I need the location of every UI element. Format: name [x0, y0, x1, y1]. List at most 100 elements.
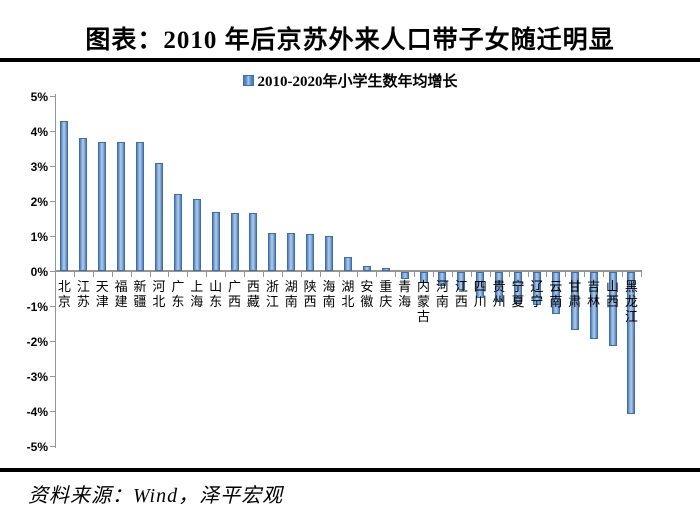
- bar: [400, 272, 409, 279]
- x-axis-tick: [111, 272, 113, 277]
- y-axis-tick: [50, 96, 55, 97]
- chart-title: 图表：2010 年后京苏外来人口带子女随迁明显: [85, 27, 615, 54]
- x-axis-label: 海 南: [322, 279, 336, 309]
- y-axis-tick: [50, 236, 55, 237]
- x-axis-tick: [489, 272, 491, 277]
- x-axis-tick: [603, 272, 605, 277]
- bar: [154, 162, 163, 271]
- title-divider-rule: [0, 58, 700, 62]
- x-axis-tick: [338, 272, 340, 277]
- bar: [362, 265, 371, 271]
- x-axis-label: 辽 宁: [530, 279, 544, 309]
- x-axis-tick: [376, 272, 378, 277]
- x-axis-label: 山 东: [209, 279, 223, 309]
- x-axis-label: 山 西: [606, 279, 620, 309]
- y-axis-tick: [50, 376, 55, 377]
- bar: [532, 272, 541, 306]
- bar: [60, 120, 69, 271]
- x-axis-label: 湖 北: [341, 279, 355, 309]
- x-axis-tick: [451, 272, 453, 277]
- x-axis-tick: [300, 272, 302, 277]
- y-axis-tick: [50, 446, 55, 447]
- y-axis-tick: [50, 271, 55, 272]
- x-axis-label: 四 川: [473, 279, 487, 309]
- x-axis-tick: [508, 272, 510, 277]
- x-axis-tick: [414, 272, 416, 277]
- y-axis-tick: [50, 411, 55, 412]
- bar: [343, 257, 352, 271]
- bar: [268, 232, 277, 271]
- x-axis-label: 广 东: [171, 279, 185, 309]
- x-axis-tick: [640, 272, 642, 277]
- x-axis-tick: [73, 272, 75, 277]
- y-axis-label: 5%: [30, 90, 48, 104]
- x-axis-label: 青 海: [398, 279, 412, 309]
- x-axis-label: 云 南: [549, 279, 563, 309]
- bar: [438, 272, 447, 286]
- y-axis-tick: [50, 131, 55, 132]
- x-axis-label: 河 北: [152, 279, 166, 309]
- y-axis-tick: [50, 201, 55, 202]
- bar: [173, 194, 182, 271]
- y-axis-label: -4%: [26, 405, 48, 419]
- x-axis-tick: [187, 272, 189, 277]
- x-axis-label: 广 西: [228, 279, 242, 309]
- x-axis-tick: [281, 272, 283, 277]
- x-axis-tick: [55, 272, 56, 277]
- legend: 2010-2020年小学生数年均增长: [0, 70, 700, 91]
- x-axis-tick: [92, 272, 94, 277]
- bar: [570, 272, 579, 330]
- bar: [287, 232, 296, 271]
- x-axis-tick: [527, 272, 529, 277]
- x-axis-label: 甘 肃: [568, 279, 582, 309]
- bar: [419, 272, 428, 283]
- x-axis-label: 江 西: [454, 279, 468, 309]
- bar: [230, 213, 239, 271]
- y-axis-label: 0%: [30, 265, 48, 279]
- x-axis-tick: [357, 272, 359, 277]
- x-axis-label: 重 庆: [379, 279, 393, 309]
- bar: [608, 272, 617, 346]
- x-axis-tick: [319, 272, 321, 277]
- x-axis-tick: [244, 272, 245, 277]
- x-axis-tick: [168, 272, 170, 277]
- bar: [551, 272, 560, 314]
- x-axis-tick: [622, 272, 623, 277]
- x-axis-tick: [149, 272, 151, 277]
- x-axis-label: 西 藏: [246, 279, 260, 309]
- x-axis-label: 江 苏: [76, 279, 90, 309]
- x-axis-label: 黑 龙 江: [624, 279, 638, 324]
- legend-swatch-icon: [242, 75, 254, 86]
- y-axis-label: 4%: [30, 125, 48, 139]
- bar: [325, 236, 334, 271]
- y-axis-label: 1%: [30, 230, 48, 244]
- bar: [476, 272, 485, 299]
- bar: [589, 272, 598, 339]
- x-axis-label: 天 津: [95, 279, 109, 309]
- y-axis-tick: [50, 306, 55, 307]
- y-axis-label: -2%: [26, 335, 48, 349]
- x-axis-label: 贵 州: [492, 279, 506, 309]
- y-axis-tick: [50, 166, 55, 167]
- y-axis-label: 2%: [30, 195, 48, 209]
- x-axis-tick: [470, 272, 472, 277]
- x-axis-label: 内 蒙 古: [417, 279, 431, 324]
- y-axis-tick: [50, 341, 55, 342]
- y-axis-label: -5%: [26, 440, 48, 454]
- x-axis-tick: [130, 272, 132, 277]
- legend-label: 2010-2020年小学生数年均增长: [257, 74, 458, 90]
- x-axis-tick: [433, 272, 434, 277]
- bar: [627, 272, 636, 414]
- x-axis-label: 福 建: [114, 279, 128, 309]
- x-axis-tick: [584, 272, 586, 277]
- bar: [136, 141, 145, 271]
- bar: [192, 199, 201, 271]
- x-axis-label: 吉 林: [587, 279, 601, 309]
- bar: [98, 141, 107, 271]
- x-axis-label: 湖 南: [284, 279, 298, 309]
- bar: [306, 234, 315, 271]
- bar: [117, 141, 126, 271]
- y-axis-label: 3%: [30, 160, 48, 174]
- bar: [495, 272, 504, 302]
